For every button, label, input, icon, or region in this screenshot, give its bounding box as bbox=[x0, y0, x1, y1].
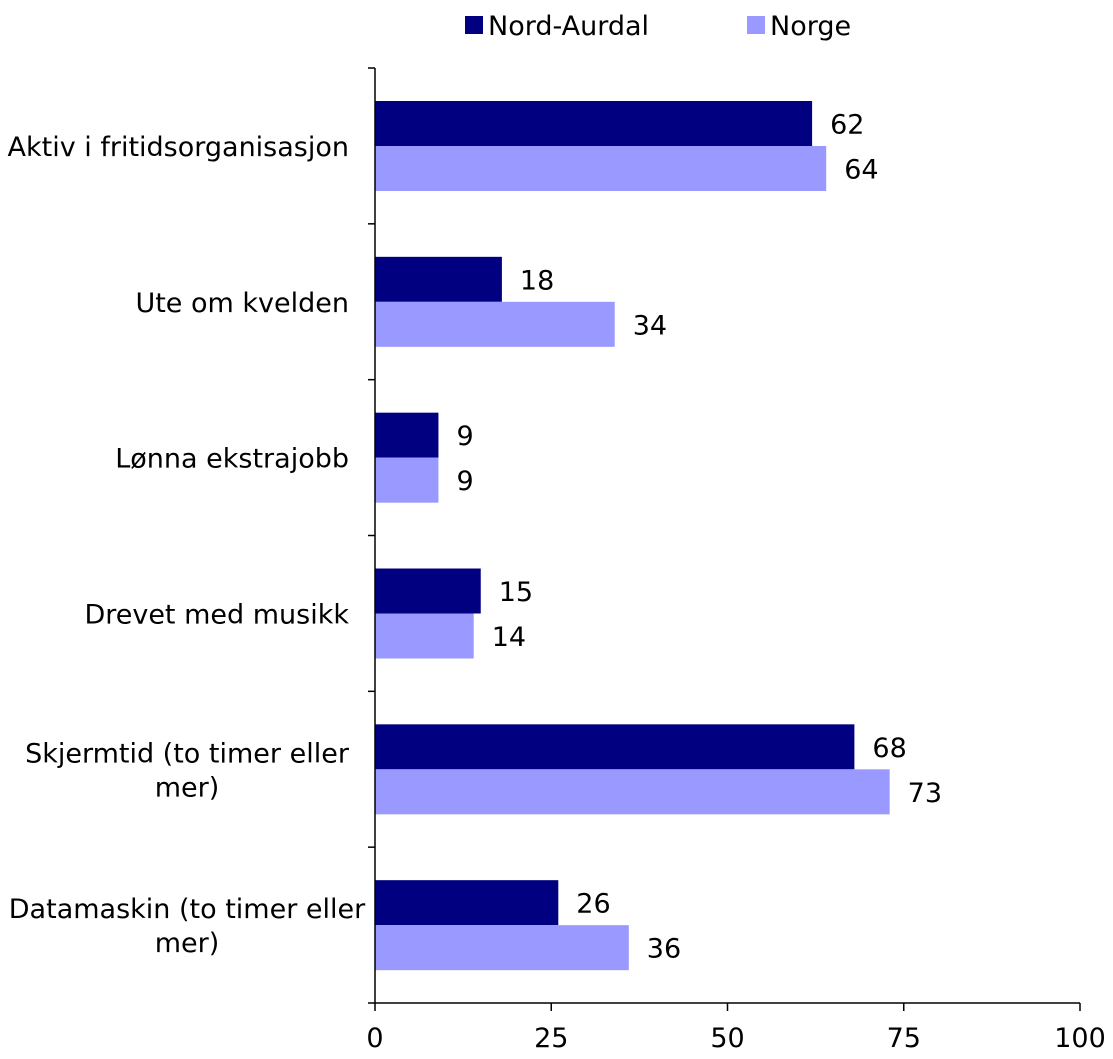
category-label: Aktiv i fritidsorganisasjon bbox=[8, 132, 350, 163]
legend-swatch-nord-aurdal bbox=[465, 16, 483, 34]
bar-norge-4 bbox=[375, 769, 890, 815]
value-label: 36 bbox=[647, 934, 681, 965]
value-label: 14 bbox=[492, 622, 526, 653]
x-tick-label: 100 bbox=[1054, 1023, 1106, 1054]
legend-label: Nord-Aurdal bbox=[488, 11, 649, 42]
x-tick-label: 50 bbox=[710, 1023, 744, 1054]
legend-label: Norge bbox=[770, 11, 851, 42]
bar-norge-5 bbox=[375, 925, 629, 971]
bar-norge-2 bbox=[375, 457, 439, 503]
category-label-line: Lønna ekstrajobb bbox=[115, 444, 349, 475]
x-tick-label: 25 bbox=[534, 1023, 568, 1054]
category-label-line: mer) bbox=[155, 928, 220, 959]
bar-nord-aurdal-4 bbox=[375, 724, 855, 770]
value-label: 18 bbox=[520, 265, 554, 296]
category-label: Drevet med musikk bbox=[84, 600, 349, 631]
bar-nord-aurdal-1 bbox=[375, 256, 502, 302]
bar-nord-aurdal-5 bbox=[375, 880, 559, 926]
value-label: 26 bbox=[576, 889, 610, 920]
category-label-line: Drevet med musikk bbox=[84, 600, 349, 631]
value-label: 73 bbox=[908, 778, 942, 809]
bar-norge-3 bbox=[375, 613, 474, 659]
category-label-line: mer) bbox=[155, 772, 220, 803]
x-tick-label: 75 bbox=[887, 1023, 921, 1054]
bar-nord-aurdal-3 bbox=[375, 568, 481, 614]
value-label: 68 bbox=[872, 733, 906, 764]
category-label: Datamaskin (to timer eller mer) bbox=[9, 894, 366, 959]
category-label-line: Aktiv i fritidsorganisasjon bbox=[8, 132, 350, 163]
x-tick-label: 0 bbox=[366, 1023, 383, 1054]
axes-group: Aktiv i fritidsorganisasjon Ute om kvelde… bbox=[8, 67, 1106, 1054]
legend-swatch-norge bbox=[747, 16, 765, 34]
bar-nord-aurdal-0 bbox=[375, 101, 813, 146]
value-label: 34 bbox=[633, 310, 667, 341]
bar-norge-0 bbox=[375, 146, 827, 191]
category-label: Ute om kvelden bbox=[135, 288, 349, 319]
value-label: 15 bbox=[499, 577, 533, 608]
bar-nord-aurdal-2 bbox=[375, 412, 439, 458]
bar-norge-1 bbox=[375, 301, 615, 347]
value-label: 64 bbox=[844, 155, 878, 186]
category-label: Lønna ekstrajobb bbox=[115, 444, 349, 475]
category-label-line: Datamaskin (to timer eller bbox=[9, 894, 366, 925]
value-label: 9 bbox=[456, 466, 473, 497]
value-label: 62 bbox=[830, 110, 864, 141]
category-label-line: Ute om kvelden bbox=[135, 288, 349, 319]
category-label: Skjermtid (to timer eller mer) bbox=[25, 738, 350, 803]
category-label-line: Skjermtid (to timer eller bbox=[25, 738, 350, 769]
value-label: 9 bbox=[456, 421, 473, 452]
legend: Nord-Aurdal Norge bbox=[465, 11, 851, 42]
